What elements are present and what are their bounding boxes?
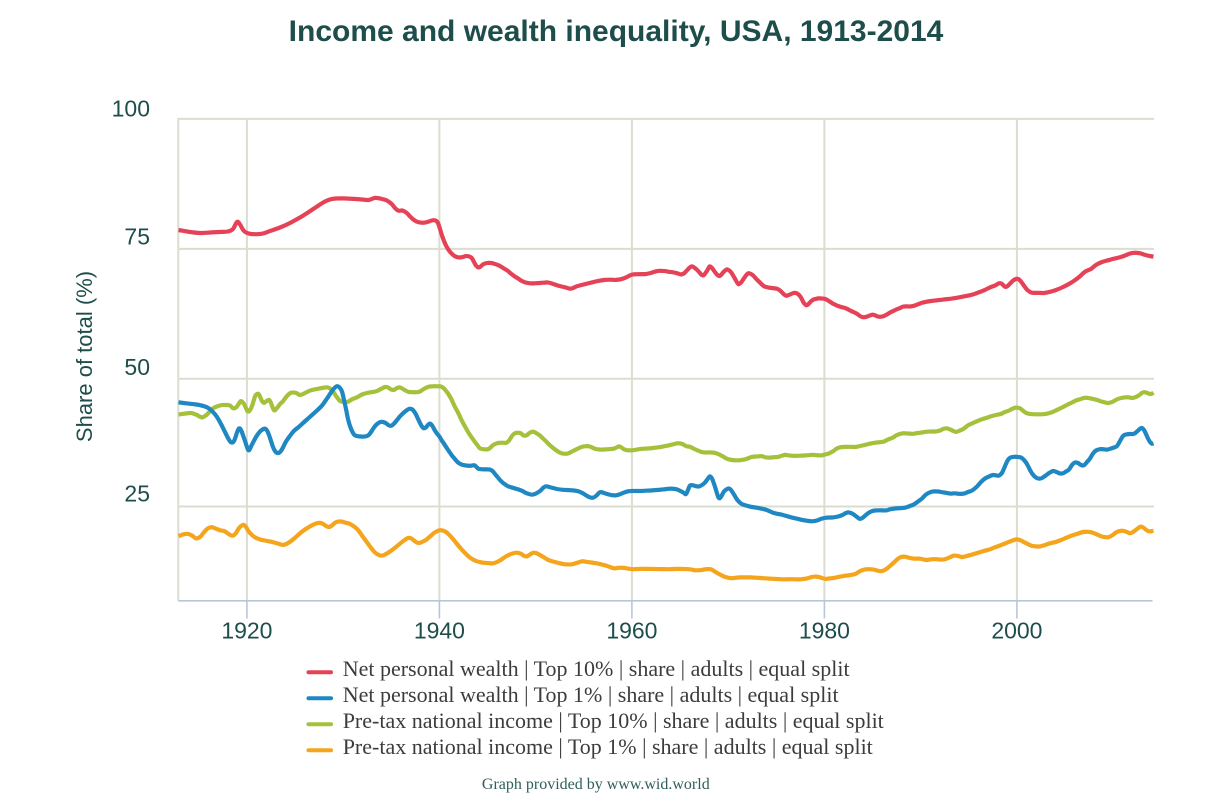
svg-text:2000: 2000: [991, 618, 1042, 644]
svg-text:Pre-tax national income | Top: Pre-tax national income | Top 10% | shar…: [343, 708, 884, 733]
svg-text:25: 25: [124, 481, 150, 507]
svg-text:100: 100: [112, 95, 150, 121]
svg-text:75: 75: [124, 224, 150, 250]
svg-text:1980: 1980: [799, 618, 850, 644]
svg-text:Income and wealth inequality,: Income and wealth inequality, USA, 1913-…: [289, 15, 944, 48]
svg-text:Graph provided by www.wid.worl: Graph provided by www.wid.world: [482, 776, 710, 793]
svg-text:50: 50: [124, 354, 150, 380]
svg-text:Net personal wealth | Top 1% |: Net personal wealth | Top 1% | share | a…: [343, 682, 839, 707]
svg-text:1940: 1940: [414, 618, 465, 644]
svg-text:Share of total (%): Share of total (%): [72, 271, 97, 442]
svg-text:1920: 1920: [221, 618, 272, 644]
svg-text:Net personal wealth | Top 10%: Net personal wealth | Top 10% | share | …: [343, 656, 850, 681]
svg-text:1960: 1960: [606, 618, 657, 644]
svg-text:Pre-tax national income | Top: Pre-tax national income | Top 1% | share…: [343, 734, 873, 759]
